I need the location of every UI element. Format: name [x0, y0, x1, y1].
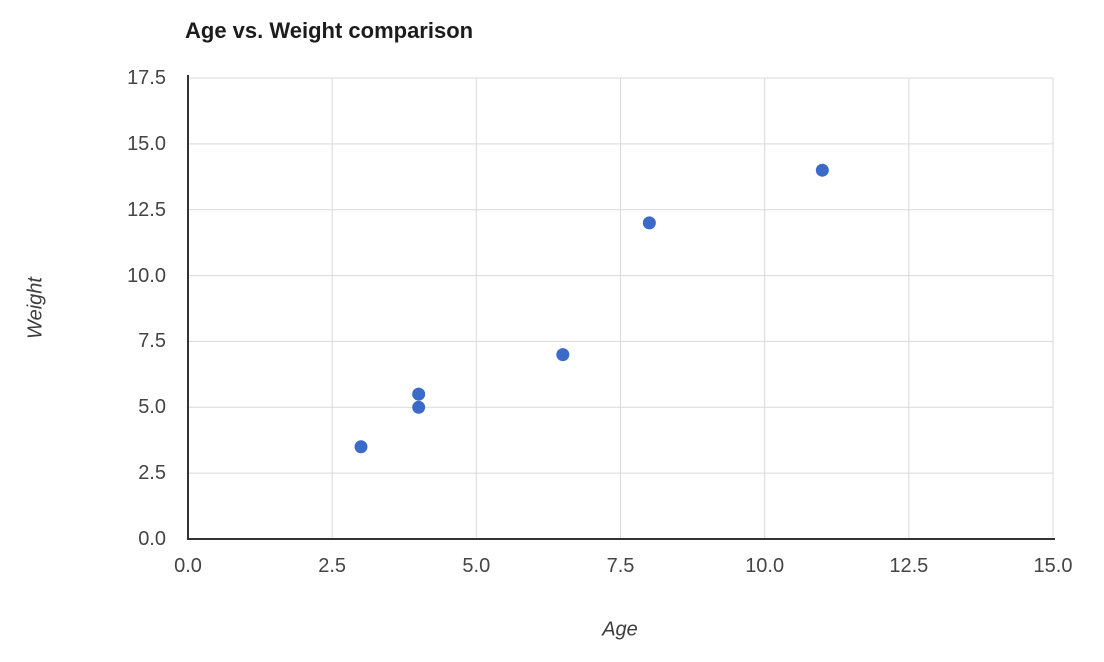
- x-tick-label: 10.0: [745, 555, 785, 577]
- y-tick-label: 0.0: [138, 528, 166, 550]
- x-tick-label: 5.0: [462, 555, 491, 577]
- y-axis-label: Weight: [24, 277, 47, 339]
- x-tick-label: 7.5: [606, 555, 635, 577]
- data-point: [815, 163, 829, 177]
- y-tick-label: 12.5: [127, 198, 166, 221]
- data-point: [556, 348, 570, 362]
- x-tick-label: 2.5: [318, 555, 347, 577]
- y-tick-label: 17.5: [127, 67, 166, 89]
- data-point: [642, 216, 656, 230]
- x-tick-label: 15.0: [1033, 555, 1073, 577]
- y-tick-label: 15.0: [127, 132, 166, 155]
- chart-title: Age vs. Weight comparison: [185, 18, 474, 43]
- y-tick-label: 5.0: [138, 396, 166, 419]
- x-tick-label: 0.0: [174, 555, 202, 577]
- y-tick-label: 2.5: [138, 462, 166, 485]
- data-point: [354, 440, 368, 454]
- x-tick-label: 12.5: [889, 555, 929, 577]
- y-tick-label: 7.5: [138, 330, 166, 353]
- y-tick-label: 10.0: [127, 264, 166, 287]
- data-point: [412, 400, 426, 414]
- x-axis-label: Age: [602, 618, 638, 641]
- data-point: [412, 387, 426, 401]
